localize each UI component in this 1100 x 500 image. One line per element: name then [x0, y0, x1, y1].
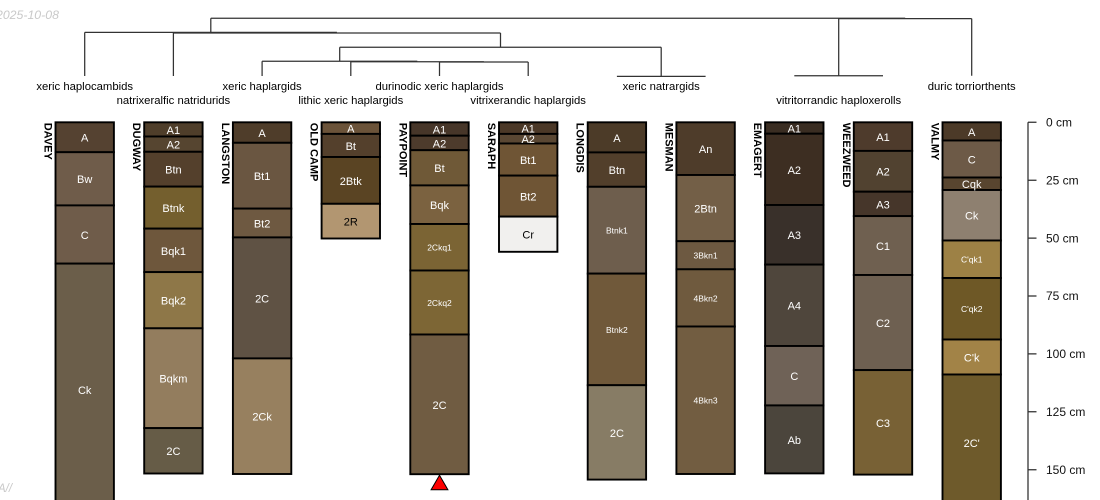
svg-text:durinodic xeric haplargids: durinodic xeric haplargids [375, 81, 503, 93]
svg-text:2C: 2C [166, 446, 180, 458]
svg-text:A3: A3 [788, 230, 801, 242]
svg-text:Bt2: Bt2 [520, 192, 537, 204]
svg-text:2C: 2C [432, 400, 446, 412]
svg-text:A2: A2 [876, 167, 889, 179]
svg-text:xeric haplocambids: xeric haplocambids [36, 81, 133, 93]
svg-text:2Ck: 2Ck [252, 412, 272, 424]
svg-text:C'qk1: C'qk1 [961, 255, 983, 265]
svg-text:C: C [81, 230, 89, 242]
svg-text:LANGSTON: LANGSTON [219, 123, 231, 185]
svg-text:Btn: Btn [165, 165, 182, 177]
svg-text:Ab: Ab [788, 435, 801, 447]
svg-text:C2: C2 [876, 318, 890, 330]
svg-text:Bt1: Bt1 [520, 155, 537, 167]
svg-text:Btnk1: Btnk1 [606, 226, 628, 236]
svg-text:2025-10-08: 2025-10-08 [0, 8, 59, 22]
svg-text:A3: A3 [876, 199, 889, 211]
svg-text:A4: A4 [788, 301, 801, 313]
svg-text:A2: A2 [433, 138, 446, 150]
svg-text:2Ckq1: 2Ckq1 [427, 243, 452, 253]
svg-text:2R: 2R [344, 217, 358, 229]
svg-text:MESMAN: MESMAN [662, 123, 674, 172]
svg-text:A: A [347, 124, 355, 136]
svg-text:50 cm: 50 cm [1046, 231, 1079, 245]
svg-text:Btnk: Btnk [162, 203, 185, 215]
svg-text:LONGDIS: LONGDIS [574, 123, 586, 173]
svg-text:A1: A1 [167, 125, 180, 137]
svg-text:A: A [968, 127, 976, 139]
svg-text:A1: A1 [876, 132, 889, 144]
svg-text:A1: A1 [521, 124, 534, 136]
svg-text:A2: A2 [521, 134, 534, 146]
svg-text:C'k: C'k [964, 352, 980, 364]
svg-text:C'qk2: C'qk2 [961, 304, 983, 314]
svg-text:An: An [699, 144, 712, 156]
svg-text:Btn: Btn [609, 165, 626, 177]
svg-text:C: C [790, 371, 798, 383]
svg-text:lithic xeric haplargids: lithic xeric haplargids [298, 95, 403, 107]
svg-text:natrixeralfic natridurids: natrixeralfic natridurids [117, 95, 231, 107]
svg-text:Bt: Bt [346, 141, 356, 153]
svg-text:Bt2: Bt2 [254, 218, 271, 230]
svg-text:Bqkm: Bqkm [159, 374, 187, 386]
svg-text:2C: 2C [610, 428, 624, 440]
svg-text:Bt1: Bt1 [254, 171, 271, 183]
svg-text:DUGWAY: DUGWAY [130, 123, 142, 172]
svg-text:4Bkn3: 4Bkn3 [694, 396, 718, 406]
svg-text:A1: A1 [788, 123, 801, 135]
svg-text:25 cm: 25 cm [1046, 173, 1079, 187]
svg-text:150 cm: 150 cm [1046, 463, 1085, 477]
svg-text:2Btn: 2Btn [694, 204, 717, 216]
svg-text:A1: A1 [433, 124, 446, 136]
svg-text:Ck: Ck [965, 211, 979, 223]
svg-text:SARAPH: SARAPH [485, 123, 497, 170]
svg-text:Bt: Bt [434, 163, 444, 175]
svg-text:C3: C3 [876, 418, 890, 430]
svg-text:xeric haplargids: xeric haplargids [223, 81, 302, 93]
svg-text:A: A [613, 133, 621, 145]
svg-text:Bqk: Bqk [430, 200, 449, 212]
svg-text:Bqk2: Bqk2 [161, 296, 186, 308]
svg-text:A2: A2 [167, 140, 180, 152]
svg-text:3Bkn1: 3Bkn1 [694, 251, 718, 261]
svg-text:vitrixerandic haplargids: vitrixerandic haplargids [470, 95, 586, 107]
svg-text:vitritorrandic haploxerolls: vitritorrandic haploxerolls [776, 95, 901, 107]
svg-text:Bqk1: Bqk1 [161, 246, 186, 258]
svg-text:125 cm: 125 cm [1046, 405, 1085, 419]
svg-text:A//: A// [0, 483, 14, 495]
svg-text:WEEZWEED: WEEZWEED [840, 123, 852, 188]
svg-text:OLD CAMP: OLD CAMP [308, 123, 320, 182]
svg-text:VALMY: VALMY [929, 123, 941, 161]
svg-text:2Btk: 2Btk [340, 176, 363, 188]
svg-text:0 cm: 0 cm [1046, 116, 1072, 130]
svg-text:A: A [258, 128, 266, 140]
svg-text:A2: A2 [788, 165, 801, 177]
svg-text:DAVEY: DAVEY [42, 123, 54, 161]
svg-text:C1: C1 [876, 241, 890, 253]
svg-text:Ck: Ck [78, 385, 92, 397]
svg-text:Btnk2: Btnk2 [606, 325, 628, 335]
svg-text:100 cm: 100 cm [1046, 347, 1085, 361]
svg-text:PAYPOINT: PAYPOINT [396, 123, 408, 178]
svg-text:Cqk: Cqk [962, 179, 982, 191]
svg-text:4Bkn2: 4Bkn2 [694, 293, 718, 303]
svg-text:EMAGERT: EMAGERT [751, 123, 763, 178]
svg-text:duric torriorthents: duric torriorthents [928, 81, 1016, 93]
svg-text:2Ckq2: 2Ckq2 [427, 298, 452, 308]
svg-text:2C': 2C' [964, 438, 980, 450]
svg-text:A: A [81, 133, 89, 145]
svg-text:C: C [968, 154, 976, 166]
svg-text:2C: 2C [255, 293, 269, 305]
svg-text:Cr: Cr [522, 230, 534, 242]
svg-text:75 cm: 75 cm [1046, 289, 1079, 303]
svg-text:Bw: Bw [77, 174, 92, 186]
svg-text:xeric natrargids: xeric natrargids [623, 81, 701, 93]
